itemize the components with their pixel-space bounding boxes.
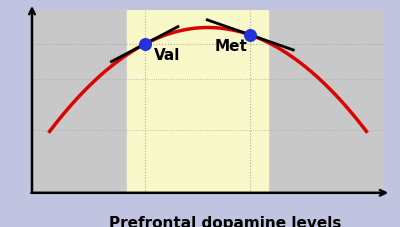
Bar	[127, 11, 268, 193]
Text: Met: Met	[215, 39, 248, 54]
Text: Val: Val	[154, 48, 180, 63]
Point	[142, 43, 148, 47]
Text: Prefrontal dopamine levels: Prefrontal dopamine levels	[110, 215, 342, 227]
Point	[247, 34, 254, 37]
